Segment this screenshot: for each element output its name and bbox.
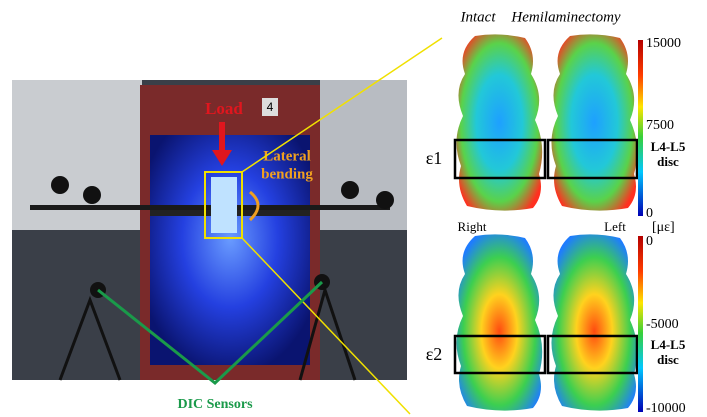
camera (341, 181, 359, 199)
body: 4 Load Lateral bending DIC Sensors Intac… (0, 0, 707, 417)
region-label: L4-L5 (651, 337, 686, 352)
bending-label: bending (261, 166, 313, 182)
bending-label: Lateral (263, 148, 310, 164)
specimen (211, 177, 237, 233)
side-label: Right (458, 219, 487, 234)
row-label: ε1 (426, 148, 443, 168)
camera (51, 176, 69, 194)
region-label: disc (657, 154, 679, 169)
sensor-bar (30, 205, 390, 210)
colorbar-tick: -5000 (646, 317, 679, 332)
colorbar-tick: 7500 (646, 118, 674, 133)
colorbar-tick: 0 (646, 234, 653, 249)
column-header: Hemilaminectomy (510, 9, 620, 25)
figure: 4 Load Lateral bending DIC Sensors Intac… (0, 0, 707, 417)
row-label: ε2 (426, 344, 443, 364)
load-label: Load (205, 99, 243, 118)
colorbar-tick: -10000 (646, 401, 686, 416)
colorbar-unit: [με] (652, 220, 675, 235)
photo: 4 (12, 80, 407, 380)
colorbar-tick: 15000 (646, 36, 681, 51)
strain-map (551, 234, 637, 410)
region-label: disc (657, 352, 679, 367)
region-label: L4-L5 (651, 139, 686, 154)
strain-map (551, 34, 637, 210)
column-header: Intact (460, 9, 497, 25)
rig-label: 4 (267, 100, 274, 114)
colorbar (638, 40, 643, 216)
camera (376, 191, 394, 209)
strain-map (456, 34, 542, 210)
colorbar (638, 236, 643, 412)
side-label: Left (604, 219, 626, 234)
page: DIC strain figure {"photo": {"rig_label"… (0, 0, 707, 417)
colorbar-tick: 0 (646, 206, 653, 221)
strain-map (456, 234, 542, 410)
camera (83, 186, 101, 204)
sensor-label: DIC Sensors (177, 397, 253, 412)
